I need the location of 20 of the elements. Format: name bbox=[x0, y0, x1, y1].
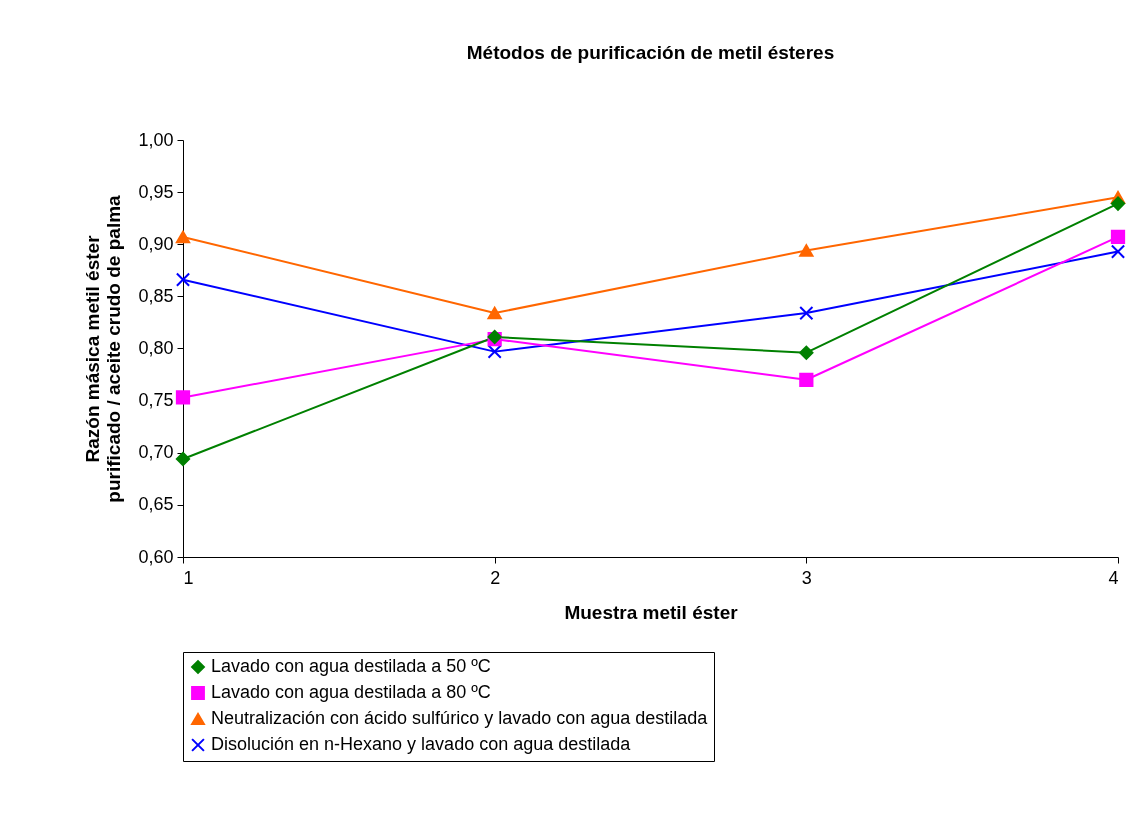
y-tick-label: 0,90 bbox=[138, 233, 174, 254]
y-tick-label: 0,60 bbox=[138, 546, 174, 567]
y-tick-label: 0,75 bbox=[138, 390, 174, 411]
legend-label: Lavado con agua destilada a 80 ºC bbox=[211, 682, 491, 702]
x-tick-label: 3 bbox=[801, 567, 812, 588]
y-tick-label: 0,65 bbox=[138, 494, 174, 515]
x-tick-label: 1 bbox=[183, 567, 194, 588]
legend-label: Neutralización con ácido sulfúrico y lavado con agua destilada bbox=[211, 708, 709, 728]
y-tick-label: 1,00 bbox=[138, 129, 174, 150]
x-tick-label: 4 bbox=[1108, 567, 1119, 588]
y-tick-label: 0,95 bbox=[138, 181, 174, 202]
legend-label: Disolución en n-Hexano y lavado con agua destilada bbox=[211, 734, 632, 754]
y-tick-label: 0,85 bbox=[138, 285, 174, 306]
y-tick-label: 0,70 bbox=[138, 442, 174, 463]
chart-title: Métodos de purificación de metil ésteres bbox=[466, 42, 835, 63]
x-tick-label: 2 bbox=[490, 567, 501, 588]
legend-label: Lavado con agua destilada a 50 ºC bbox=[211, 656, 491, 676]
x-axis-title: Muestra metil éster bbox=[564, 601, 739, 623]
y-tick-label: 0,80 bbox=[138, 338, 174, 358]
y-axis-title: Razón másica metil éster purificado / aceite crudo de palma bbox=[82, 194, 125, 503]
